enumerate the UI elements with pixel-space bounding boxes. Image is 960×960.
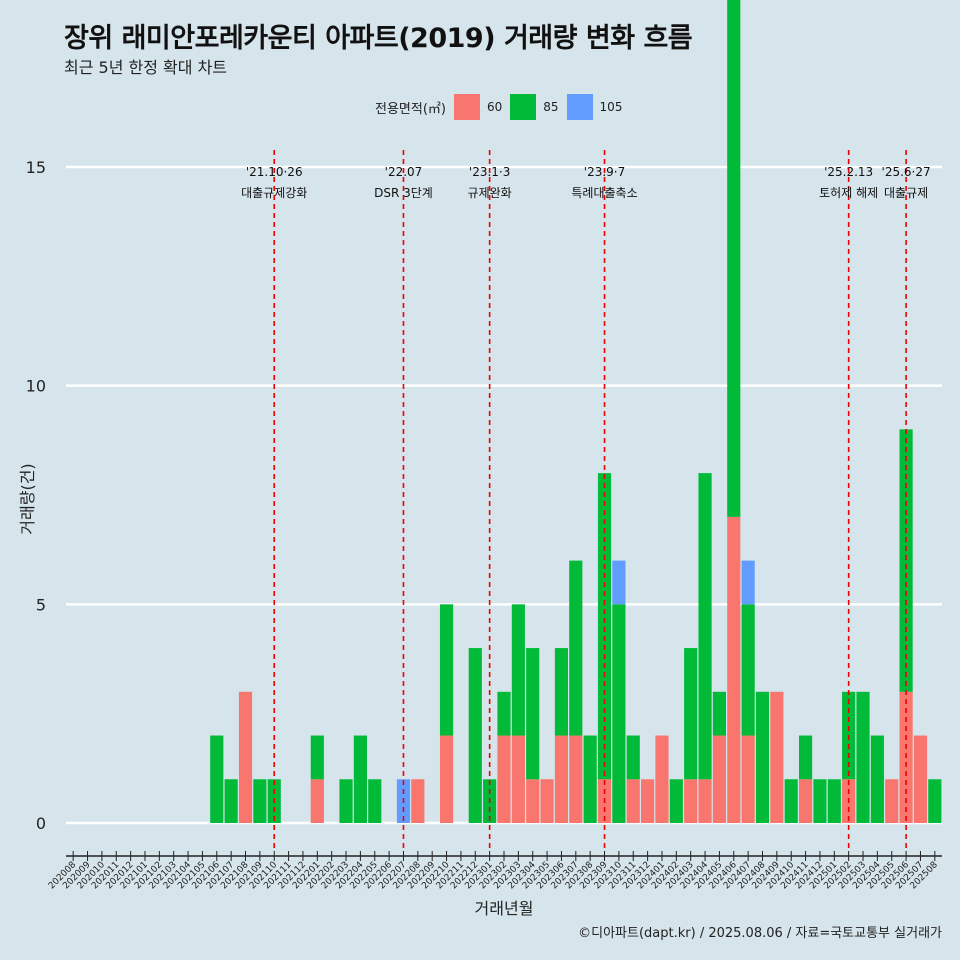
event-marker-date: '22.07: [385, 165, 423, 179]
bar-85: [928, 779, 942, 823]
chart-title: 장위 래미안포레카운티 아파트(2019) 거래량 변화 흐름: [64, 23, 693, 54]
y-tick-label: 15: [26, 158, 46, 177]
legend-swatch-60: [453, 94, 480, 120]
legend-title: 전용면적(㎡): [375, 101, 446, 117]
legend-label-85: 85: [543, 100, 559, 114]
bar-85: [755, 691, 770, 823]
bar-105: [612, 560, 626, 605]
event-marker-date: '25.2.13: [824, 165, 873, 179]
event-marker-label: 토허제 해제: [819, 186, 878, 200]
bar-60: [655, 735, 669, 823]
bar-85: [353, 735, 367, 823]
legend-item-60: 60: [453, 94, 503, 120]
bar-85: [210, 735, 224, 823]
bar-85: [727, 0, 741, 517]
bar-85: [856, 691, 870, 823]
bar-60: [526, 779, 540, 823]
chart-subtitle: 최근 5년 한정 확대 차트: [64, 58, 228, 77]
bar-85: [899, 429, 913, 692]
bar-85: [310, 735, 324, 780]
legend-swatch-105: [566, 94, 593, 120]
bar-60: [913, 735, 928, 823]
event-marker-date: '23.1·3: [469, 165, 510, 179]
event-marker-label: DSR 3단계: [374, 186, 433, 200]
x-axis-title: 거래년월: [475, 899, 534, 918]
bar-85: [526, 648, 540, 780]
event-marker-label: 대출규제: [884, 186, 928, 200]
bar-60: [238, 691, 253, 823]
bar-85: [698, 473, 712, 780]
bar-85: [339, 779, 353, 823]
bar-85: [468, 648, 482, 823]
bar-85: [583, 735, 597, 823]
bar-60: [741, 735, 755, 823]
bar-60: [439, 735, 454, 823]
bar-85: [798, 735, 813, 780]
bar-60: [540, 779, 554, 823]
legend-label-105: 105: [599, 100, 623, 114]
bar-60: [641, 779, 655, 823]
bar-60: [770, 691, 784, 823]
event-marker-label: 규제완화: [468, 186, 512, 200]
bar-85: [626, 735, 640, 780]
bar-85: [741, 604, 755, 736]
bar-85: [224, 779, 238, 823]
event-marker-label: 대출규제강화: [241, 186, 307, 200]
bar-85: [569, 560, 583, 736]
bar-85: [870, 735, 884, 823]
legend-swatch-85: [510, 94, 537, 120]
bar-85: [497, 691, 511, 736]
bar-60: [885, 779, 899, 823]
bar-85: [813, 779, 827, 823]
bar-60: [497, 735, 511, 823]
chart-caption: ©디아파트(dapt.kr) / 2025.08.06 / 자료=국토교통부 실…: [578, 926, 942, 941]
bar-85: [439, 604, 454, 736]
y-axis-title: 거래량(건): [18, 463, 37, 534]
bar-60: [310, 779, 324, 823]
bar-85: [554, 648, 569, 736]
bar-85: [511, 604, 525, 736]
event-marker-date: '25.6·27: [882, 165, 931, 179]
bar-60: [511, 735, 525, 823]
legend-label-60: 60: [486, 100, 503, 114]
bar-85: [253, 779, 267, 823]
bar-85: [784, 779, 798, 823]
legend: 전용면적(㎡) 60 85 105: [375, 94, 630, 120]
bar-60: [554, 735, 569, 823]
y-tick-label: 0: [36, 814, 46, 833]
bar-105: [741, 560, 755, 605]
bar-85: [669, 779, 683, 823]
legend-item-105: 105: [566, 94, 623, 120]
bar-60: [626, 779, 640, 823]
y-tick-label: 5: [36, 595, 46, 614]
bar-85: [684, 648, 698, 780]
bar-60: [798, 779, 813, 823]
legend-item-85: 85: [510, 94, 559, 120]
bar-60: [684, 779, 698, 823]
bar-60: [698, 779, 712, 823]
y-tick-label: 10: [26, 377, 46, 396]
bar-85: [827, 779, 841, 823]
event-marker-date: '23.9·7: [584, 165, 625, 179]
bar-60: [569, 735, 583, 823]
bar-85: [597, 473, 612, 780]
bar-85: [712, 691, 726, 736]
bar-60: [411, 779, 425, 823]
bar-60: [712, 735, 726, 823]
bar-85: [368, 779, 382, 823]
event-marker-date: '21.10·26: [246, 165, 303, 179]
bar-85: [612, 604, 626, 823]
event-marker-label: 특례대출축소: [571, 186, 637, 200]
bar-60: [727, 516, 741, 823]
